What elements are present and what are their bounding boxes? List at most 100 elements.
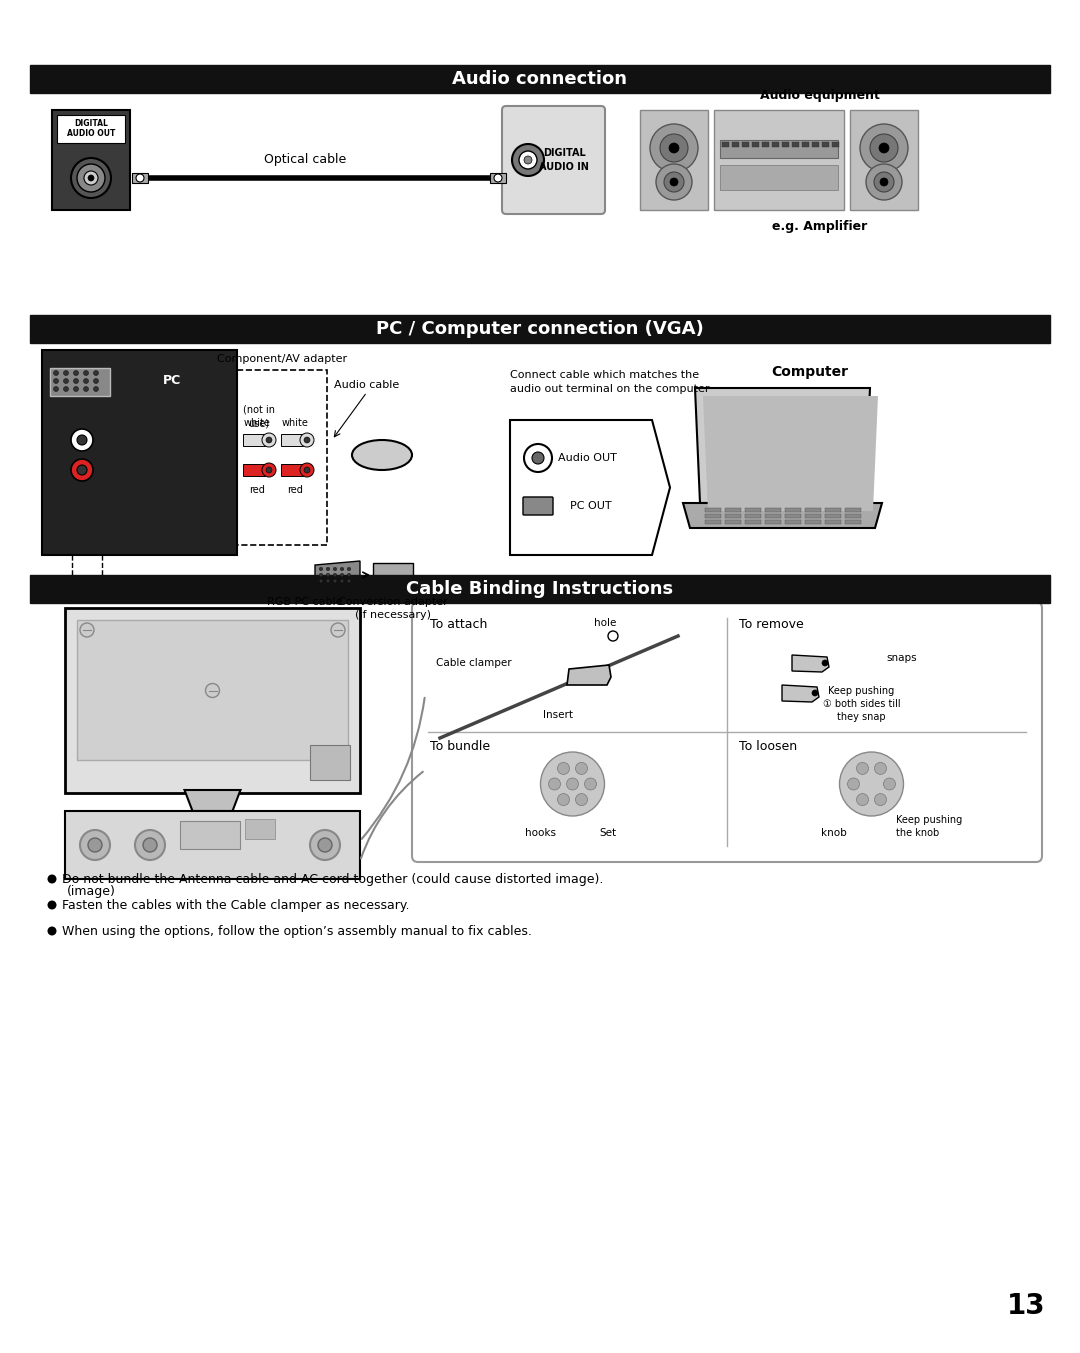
- Bar: [845, 520, 861, 524]
- Text: Audio equipment: Audio equipment: [760, 89, 880, 101]
- FancyBboxPatch shape: [523, 497, 553, 515]
- Circle shape: [576, 794, 588, 805]
- Text: Cable clamper: Cable clamper: [436, 658, 512, 668]
- Ellipse shape: [352, 440, 411, 469]
- Circle shape: [94, 379, 98, 383]
- Circle shape: [326, 567, 329, 571]
- Circle shape: [524, 156, 532, 164]
- Circle shape: [303, 437, 310, 442]
- Bar: [745, 514, 761, 518]
- Circle shape: [664, 172, 684, 192]
- Text: To remove: To remove: [739, 618, 804, 630]
- Circle shape: [870, 134, 897, 162]
- Bar: [745, 520, 761, 524]
- Bar: [714, 110, 843, 210]
- FancyBboxPatch shape: [411, 602, 1042, 862]
- Text: RGB PC cable: RGB PC cable: [267, 597, 342, 607]
- Bar: [77, 620, 348, 760]
- Circle shape: [83, 387, 89, 391]
- Bar: [772, 142, 779, 147]
- Circle shape: [340, 574, 343, 576]
- Bar: [785, 507, 801, 511]
- Circle shape: [532, 452, 544, 464]
- Text: white: white: [244, 418, 270, 428]
- Bar: [30, 575, 1050, 603]
- Text: Component/AV adapter: Component/AV adapter: [217, 354, 347, 364]
- Bar: [765, 520, 781, 524]
- Circle shape: [347, 574, 351, 576]
- Text: AUDIO IN: AUDIO IN: [539, 162, 589, 172]
- Circle shape: [84, 170, 98, 185]
- Text: snaps: snaps: [887, 653, 917, 663]
- Text: Do not bundle the Antenna cable and AC cord together (could cause distorted imag: Do not bundle the Antenna cable and AC c…: [62, 873, 604, 885]
- Text: hooks: hooks: [525, 828, 556, 838]
- Circle shape: [266, 437, 272, 442]
- Text: Insert: Insert: [543, 710, 573, 720]
- Circle shape: [320, 567, 323, 571]
- Circle shape: [303, 467, 310, 474]
- FancyBboxPatch shape: [52, 110, 130, 210]
- Circle shape: [334, 567, 337, 571]
- Circle shape: [519, 152, 537, 169]
- Text: Fasten the cables with the Cable clamper as necessary.: Fasten the cables with the Cable clamper…: [62, 898, 409, 912]
- Polygon shape: [782, 685, 819, 702]
- Bar: [825, 514, 841, 518]
- Bar: [30, 65, 1050, 93]
- Bar: [825, 520, 841, 524]
- FancyBboxPatch shape: [502, 106, 605, 214]
- Circle shape: [94, 387, 98, 391]
- Circle shape: [64, 371, 68, 376]
- Polygon shape: [510, 419, 670, 555]
- Text: DIGITAL: DIGITAL: [75, 119, 108, 129]
- Bar: [490, 173, 507, 183]
- Circle shape: [874, 172, 894, 192]
- Circle shape: [73, 371, 79, 376]
- Text: PC: PC: [163, 373, 181, 387]
- Circle shape: [83, 371, 89, 376]
- Circle shape: [608, 630, 618, 641]
- Circle shape: [77, 164, 105, 192]
- Circle shape: [326, 579, 329, 583]
- Text: To loosen: To loosen: [739, 740, 797, 754]
- Bar: [765, 507, 781, 511]
- Bar: [762, 142, 769, 147]
- Text: Cable Binding Instructions: Cable Binding Instructions: [406, 580, 674, 598]
- Bar: [57, 115, 125, 143]
- Bar: [850, 110, 918, 210]
- Circle shape: [860, 124, 908, 172]
- Bar: [725, 520, 741, 524]
- Circle shape: [340, 579, 343, 583]
- Text: 13: 13: [1007, 1292, 1045, 1321]
- Bar: [732, 142, 739, 147]
- Text: Set: Set: [599, 828, 616, 838]
- Bar: [805, 520, 821, 524]
- Bar: [812, 142, 819, 147]
- Circle shape: [334, 574, 337, 576]
- Text: Audio connection: Audio connection: [453, 70, 627, 88]
- Text: Connect cable which matches the
audio out terminal on the computer: Connect cable which matches the audio ou…: [510, 369, 710, 394]
- Bar: [723, 142, 729, 147]
- Text: knob: knob: [821, 828, 847, 838]
- Bar: [180, 821, 240, 848]
- Bar: [822, 142, 829, 147]
- Text: DIGITAL: DIGITAL: [542, 147, 585, 158]
- Text: Optical cable: Optical cable: [264, 153, 346, 166]
- Circle shape: [80, 829, 110, 861]
- Circle shape: [494, 175, 502, 183]
- Text: PC OUT: PC OUT: [570, 501, 611, 511]
- Polygon shape: [696, 388, 870, 503]
- Bar: [705, 514, 721, 518]
- Circle shape: [54, 371, 58, 376]
- Circle shape: [856, 762, 868, 774]
- Bar: [785, 520, 801, 524]
- Bar: [720, 139, 838, 158]
- Circle shape: [94, 371, 98, 376]
- Circle shape: [48, 927, 56, 935]
- Text: red: red: [249, 484, 265, 495]
- Text: red: red: [287, 484, 302, 495]
- Circle shape: [524, 444, 552, 472]
- Circle shape: [567, 778, 579, 790]
- Circle shape: [71, 429, 93, 451]
- Circle shape: [557, 762, 569, 774]
- Bar: [705, 520, 721, 524]
